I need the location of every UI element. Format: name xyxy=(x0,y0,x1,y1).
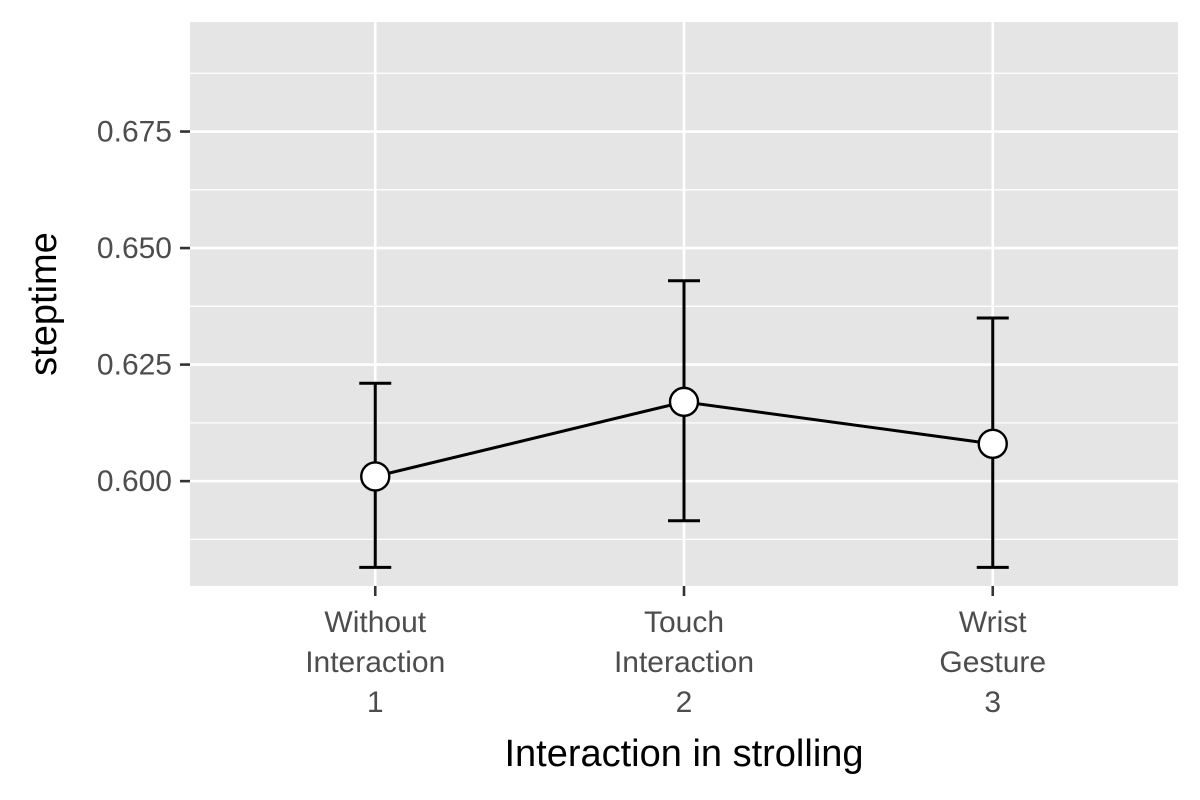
x-tick-label: Without Interaction 1 xyxy=(305,606,445,719)
x-tick-label-line: 1 xyxy=(367,686,384,719)
x-tick-label-line: Wrist xyxy=(959,606,1027,639)
x-tick-label: Wrist Gesture 3 xyxy=(939,606,1046,719)
data-points xyxy=(360,386,1008,492)
y-tick-label: 0.675 xyxy=(97,116,172,149)
x-axis: Without Interaction 1 Touch Interaction 2 Wris… xyxy=(305,586,1046,719)
x-tick-label-line: Without xyxy=(324,606,426,639)
x-tick-label: Touch Interaction 2 xyxy=(614,606,754,719)
x-tick-label-line: Interaction xyxy=(305,646,445,679)
x-tick-label-line: 3 xyxy=(984,686,1001,719)
y-axis-title: steptime xyxy=(23,232,65,376)
x-axis-title: Interaction in strolling xyxy=(504,733,863,775)
data-point xyxy=(668,386,700,418)
x-tick-label-line: Interaction xyxy=(614,646,754,679)
y-tick-label: 0.650 xyxy=(97,232,172,265)
data-point xyxy=(360,461,391,492)
y-axis: 0.600 0.625 0.650 0.675 xyxy=(97,116,190,498)
x-tick-label-line: 2 xyxy=(676,686,693,719)
x-tick-label-line: Touch xyxy=(644,606,724,639)
data-point xyxy=(977,428,1008,460)
y-tick-label: 0.625 xyxy=(97,349,172,382)
y-tick-label: 0.600 xyxy=(97,465,172,498)
x-tick-label-line: Gesture xyxy=(939,646,1046,679)
